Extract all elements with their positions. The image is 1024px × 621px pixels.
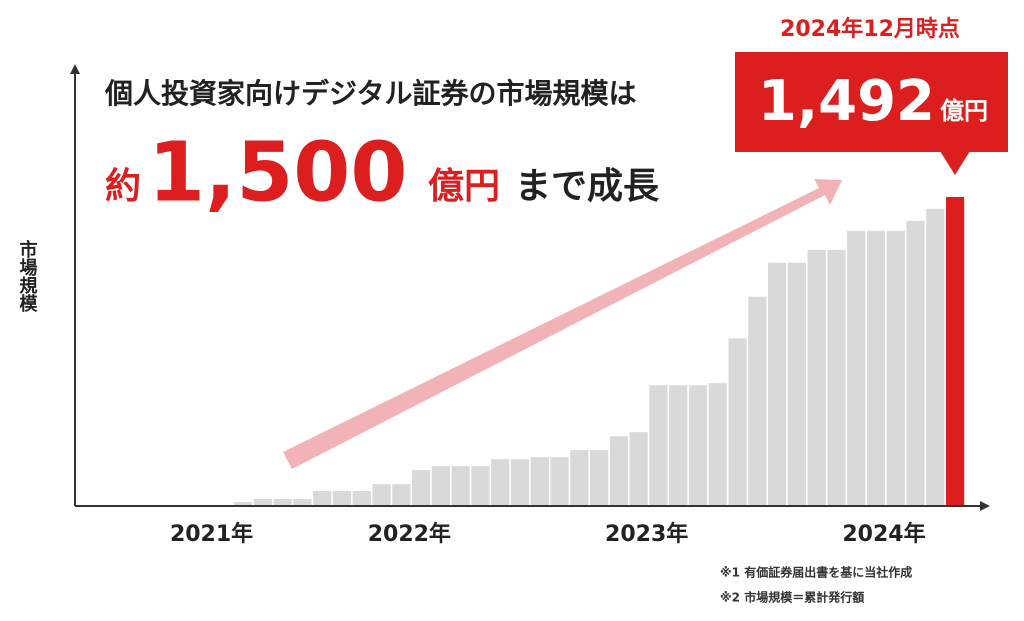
- bar: [728, 338, 747, 505]
- bar: [708, 383, 727, 505]
- headline-amount: 1,500: [148, 125, 407, 220]
- bar: [313, 490, 332, 505]
- bar: [926, 208, 945, 505]
- bar: [570, 450, 589, 505]
- bar: [273, 499, 292, 505]
- bar: [748, 296, 767, 505]
- bar: [510, 459, 530, 505]
- bar: [946, 197, 965, 505]
- bar: [332, 490, 352, 505]
- x-tick-label: 2022年: [368, 521, 451, 547]
- headline-suffix: まで成長: [515, 166, 660, 207]
- y-axis-label: 市場規模: [17, 239, 38, 313]
- bar: [352, 490, 371, 505]
- bar: [590, 450, 609, 505]
- bar: [906, 220, 925, 505]
- bar: [372, 484, 391, 505]
- bar: [530, 457, 549, 505]
- bar: [412, 470, 431, 505]
- bar: [827, 249, 846, 505]
- bar: [431, 466, 450, 505]
- y-axis-arrow: [70, 64, 80, 74]
- bar: [234, 502, 253, 505]
- bar: [471, 466, 490, 505]
- headline-unit: 億円: [428, 166, 500, 207]
- bar: [866, 230, 886, 505]
- bar: [669, 385, 688, 505]
- bar: [293, 499, 312, 505]
- bar: [886, 230, 905, 505]
- bar: [787, 262, 806, 505]
- bar: [451, 466, 470, 505]
- bar: [649, 385, 668, 505]
- bar: [491, 459, 510, 505]
- bar: [253, 499, 272, 505]
- note: ※1 有価証券届出書を基に当社作成: [720, 565, 912, 580]
- x-tick-label: 2024年: [842, 521, 925, 547]
- headline: 個人投資家向けデジタル証券の市場規模は: [104, 77, 636, 110]
- bar: [688, 385, 708, 505]
- headline-prefix: 約: [105, 166, 141, 207]
- x-tick-label: 2021年: [170, 521, 253, 547]
- callout-unit: 億円: [940, 97, 988, 125]
- bar: [629, 432, 648, 505]
- bar: [807, 249, 826, 505]
- trend-arrow: [283, 179, 842, 469]
- callout-pointer: [940, 151, 970, 175]
- bar: [392, 484, 411, 505]
- callout-value: 1,492: [758, 69, 935, 134]
- callout-box: [735, 52, 1008, 152]
- x-tick-label: 2023年: [605, 521, 688, 547]
- x-axis-arrow: [980, 501, 990, 511]
- bar: [768, 262, 787, 505]
- bar: [609, 436, 628, 505]
- bar: [550, 457, 569, 505]
- note: ※2 市場規模＝累計発行額: [720, 590, 864, 605]
- bar: [847, 230, 866, 505]
- callout-label: 2024年12月時点: [780, 16, 960, 42]
